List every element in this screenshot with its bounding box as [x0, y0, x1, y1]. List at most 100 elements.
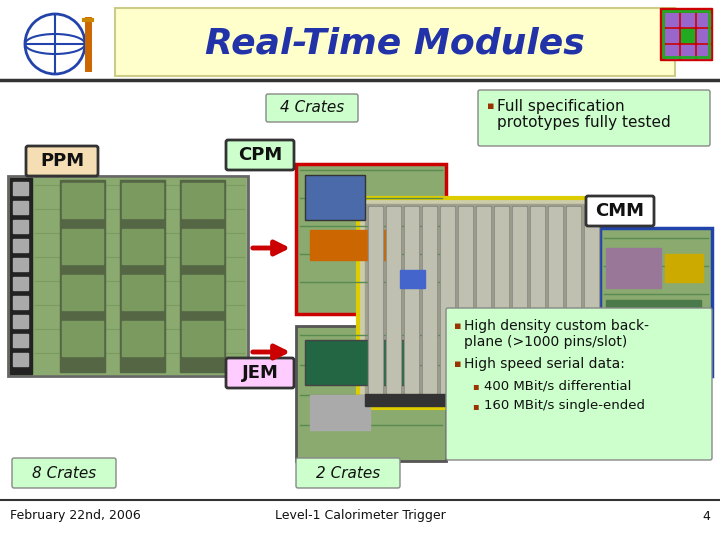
Text: February 22nd, 2006: February 22nd, 2006 [10, 510, 140, 523]
Text: Full specification: Full specification [497, 98, 625, 113]
Bar [600, 228, 712, 376]
Bar [476, 206, 491, 398]
Bar [567, 207, 580, 397]
FancyBboxPatch shape [226, 140, 294, 170]
Bar [646, 340, 681, 368]
Bar [310, 230, 390, 260]
Text: Real-Time Modules: Real-Time Modules [205, 27, 585, 61]
Bar [115, 8, 675, 76]
Text: plane (>1000 pins/slot): plane (>1000 pins/slot) [464, 335, 627, 349]
Text: ▪: ▪ [472, 401, 479, 411]
Text: 4 Crates: 4 Crates [280, 100, 344, 116]
Bar [60, 180, 105, 372]
FancyBboxPatch shape [296, 458, 400, 488]
FancyBboxPatch shape [26, 146, 98, 176]
Bar [365, 204, 599, 402]
Bar [182, 321, 223, 356]
Bar [681, 13, 694, 26]
Bar [365, 394, 599, 406]
Bar [13, 353, 28, 366]
Text: Level-1 Calorimeter Trigger: Level-1 Calorimeter Trigger [274, 510, 446, 523]
Bar [180, 180, 225, 372]
Bar [477, 207, 490, 397]
Text: High speed serial data:: High speed serial data: [464, 357, 625, 371]
Bar [665, 45, 678, 58]
Bar [566, 206, 581, 398]
Bar [681, 45, 694, 58]
Bar [606, 248, 661, 288]
Text: ▪: ▪ [472, 381, 479, 391]
Bar [441, 207, 454, 397]
Bar [660, 8, 712, 60]
Bar [122, 321, 163, 356]
Bar [512, 206, 527, 398]
Bar [62, 275, 103, 310]
Bar [13, 220, 28, 233]
Bar [584, 206, 599, 398]
Bar [387, 207, 400, 397]
Bar [182, 275, 223, 310]
FancyBboxPatch shape [446, 308, 712, 460]
Text: High density custom back-: High density custom back- [464, 319, 649, 333]
Bar [531, 207, 544, 397]
Text: 8 Crates: 8 Crates [32, 465, 96, 481]
Bar [182, 183, 223, 218]
Bar [13, 315, 28, 328]
Bar [62, 183, 103, 218]
FancyBboxPatch shape [586, 196, 654, 226]
Bar [13, 201, 28, 214]
Bar [13, 296, 28, 309]
Text: 4: 4 [702, 510, 710, 523]
Text: 400 MBit/s differential: 400 MBit/s differential [484, 380, 631, 393]
Bar [530, 206, 545, 398]
Bar [386, 206, 401, 398]
Bar [122, 183, 163, 218]
Bar [494, 206, 509, 398]
Bar [358, 198, 606, 408]
Bar [120, 180, 165, 372]
Bar [8, 176, 248, 376]
Bar [122, 229, 163, 264]
Bar [440, 206, 455, 398]
Text: PPM: PPM [40, 152, 84, 170]
Bar [548, 206, 563, 398]
FancyBboxPatch shape [12, 458, 116, 488]
Bar [305, 175, 365, 220]
Text: prototypes fully tested: prototypes fully tested [497, 114, 671, 130]
Bar [10, 178, 245, 374]
Bar [400, 270, 425, 288]
Bar [122, 275, 163, 310]
Bar [13, 334, 28, 347]
Bar [13, 182, 28, 195]
Bar [62, 229, 103, 264]
Bar [10, 178, 32, 374]
Bar [305, 340, 405, 385]
Bar [681, 29, 694, 42]
Text: ▪: ▪ [454, 321, 462, 331]
Bar [606, 340, 641, 368]
Text: 2 Crates: 2 Crates [316, 465, 380, 481]
Bar [296, 164, 446, 314]
Bar [13, 277, 28, 290]
Bar [13, 239, 28, 252]
Bar [665, 254, 703, 282]
Bar [458, 206, 473, 398]
Bar [585, 207, 598, 397]
Bar [369, 207, 382, 397]
Bar [697, 13, 710, 26]
Bar [404, 206, 419, 398]
Bar [62, 321, 103, 356]
Bar [549, 207, 562, 397]
FancyBboxPatch shape [266, 94, 358, 122]
Bar [513, 207, 526, 397]
Bar [665, 29, 678, 42]
Text: CMM: CMM [595, 202, 644, 220]
Bar [296, 326, 446, 461]
Bar [13, 258, 28, 271]
Text: CPM: CPM [238, 146, 282, 164]
Bar [606, 300, 701, 335]
Text: 160 MBit/s single-ended: 160 MBit/s single-ended [484, 400, 645, 413]
Bar [495, 207, 508, 397]
Bar [459, 207, 472, 397]
Text: ▪: ▪ [487, 101, 495, 111]
